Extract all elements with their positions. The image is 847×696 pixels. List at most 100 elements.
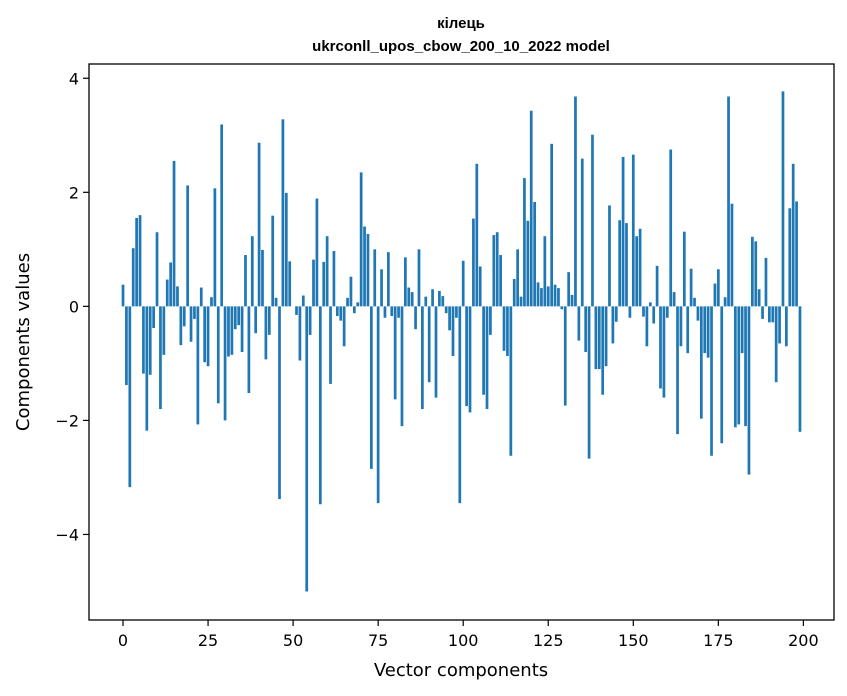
bar-111 [499, 255, 502, 307]
bar-182 [740, 306, 744, 354]
bar-113 [506, 306, 509, 356]
bar-184 [747, 306, 751, 475]
bar-16 [176, 286, 179, 307]
bar-187 [757, 289, 761, 307]
bar-26 [210, 297, 213, 307]
bar-2 [128, 306, 132, 488]
bar-143 [608, 205, 611, 307]
bar-0 [121, 284, 125, 307]
bar-155 [648, 302, 652, 307]
bar-18 [182, 306, 186, 327]
bar-150 [631, 154, 635, 307]
bar-81 [397, 306, 400, 318]
bar-190 [768, 306, 771, 323]
bar-138 [591, 134, 594, 307]
bar-114 [509, 306, 513, 456]
bar-84 [407, 287, 411, 307]
bar-80 [393, 306, 397, 400]
bar-43 [267, 306, 271, 335]
bar-170 [699, 306, 703, 419]
plot-frame [88, 63, 835, 621]
bar-136 [584, 306, 588, 352]
bar-131 [567, 272, 571, 307]
bar-193 [778, 306, 781, 344]
bar-167 [689, 268, 693, 307]
bar-168 [693, 297, 696, 307]
bar-149 [628, 306, 632, 318]
x-axis-label: Vector components [374, 660, 548, 681]
y-tick-label: 0 [69, 297, 79, 316]
bar-185 [751, 236, 754, 307]
chart-subtitle: ukrconll_upos_cbow_200_10_2022 model [312, 38, 610, 55]
bar-69 [356, 302, 360, 307]
bar-119 [526, 220, 530, 307]
bar-147 [621, 156, 625, 307]
bar-192 [774, 306, 778, 383]
bar-101 [465, 306, 468, 407]
chart-title: кілець [437, 15, 485, 32]
bars-group [121, 91, 802, 592]
bar-5 [138, 215, 142, 307]
bar-137 [587, 306, 591, 459]
bar-82 [400, 306, 404, 427]
bar-183 [744, 306, 747, 427]
bar-159 [662, 306, 666, 398]
x-tick-label: 75 [368, 631, 388, 650]
bar-127 [553, 284, 557, 307]
bar-163 [676, 306, 679, 435]
bar-146 [618, 220, 622, 307]
bar-76 [380, 269, 383, 307]
bar-153 [642, 306, 645, 317]
bar-41 [261, 249, 264, 307]
bar-17 [179, 306, 183, 346]
bar-33 [233, 306, 237, 330]
bar-53 [301, 295, 305, 307]
bar-75 [376, 306, 380, 504]
bar-7 [145, 306, 149, 431]
bar-10 [155, 232, 159, 307]
bar-30 [223, 306, 227, 421]
bar-42 [264, 306, 268, 360]
bar-125 [546, 286, 550, 307]
bar-36 [244, 255, 247, 307]
bar-34 [237, 306, 241, 326]
bar-65 [342, 306, 346, 347]
bar-158 [659, 306, 662, 389]
bar-162 [672, 292, 676, 307]
y-tick-label: 4 [69, 69, 79, 88]
bar-9 [152, 306, 155, 329]
bar-112 [502, 306, 506, 351]
bar-89 [424, 296, 428, 307]
bar-177 [723, 297, 727, 307]
bar-199 [798, 306, 802, 432]
bar-197 [791, 163, 795, 307]
x-tick-label: 150 [618, 631, 649, 650]
bar-98 [455, 306, 458, 318]
bar-145 [614, 306, 618, 322]
bar-48 [284, 192, 288, 307]
bar-11 [159, 306, 162, 410]
bar-46 [278, 306, 281, 500]
bar-14 [169, 262, 172, 307]
bar-90 [427, 306, 431, 383]
bar-39 [254, 306, 258, 334]
bar-37 [247, 306, 251, 394]
bar-44 [271, 215, 275, 307]
bar-95 [444, 306, 448, 314]
bar-6 [142, 306, 145, 374]
bar-63 [335, 306, 339, 317]
y-tick-label: 2 [69, 183, 79, 202]
bar-99 [458, 306, 462, 504]
bar-141 [601, 306, 605, 395]
y-axis-label: Components values [13, 253, 34, 431]
bar-181 [737, 306, 741, 425]
bar-120 [529, 110, 533, 307]
y-tick-label: −2 [55, 411, 79, 430]
x-tick-label: 0 [118, 631, 128, 650]
bar-3 [131, 248, 135, 307]
bar-66 [346, 297, 349, 307]
bar-108 [489, 306, 492, 335]
bar-124 [543, 236, 547, 307]
bar-154 [645, 306, 649, 347]
bar-27 [213, 188, 217, 307]
